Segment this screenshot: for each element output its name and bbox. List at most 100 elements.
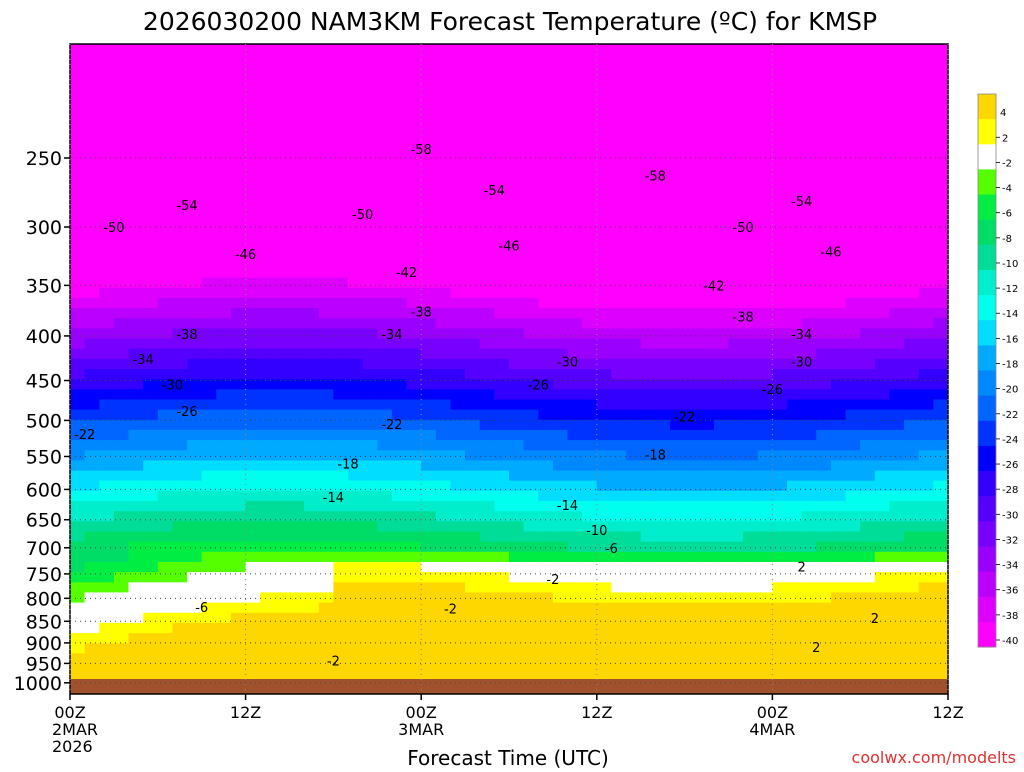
field-cell	[918, 165, 934, 177]
field-cell	[596, 318, 612, 329]
field-cell	[713, 135, 730, 147]
field-cell	[348, 389, 364, 401]
field-cell	[889, 572, 905, 583]
field-cell	[684, 562, 700, 573]
field-cell	[596, 155, 612, 167]
field-cell	[772, 64, 788, 76]
field-cell	[904, 562, 920, 573]
field-cell	[377, 115, 393, 126]
field-cell	[216, 440, 232, 451]
field-cell	[391, 389, 408, 401]
field-cell	[348, 247, 364, 258]
field-cell	[582, 176, 598, 187]
field-cell	[465, 369, 481, 380]
field-cell	[523, 460, 539, 472]
field-cell	[479, 429, 495, 441]
field-cell	[391, 440, 408, 451]
field-cell	[933, 176, 948, 187]
field-cell	[523, 206, 539, 218]
field-cell	[245, 257, 261, 269]
field-cell	[655, 440, 671, 451]
field-cell	[787, 216, 803, 228]
field-cell	[99, 643, 115, 654]
field-cell	[406, 237, 422, 248]
field-cell	[655, 409, 671, 421]
field-cell	[743, 440, 759, 451]
field-cell	[99, 582, 115, 594]
field-cell	[421, 196, 437, 208]
field-cell	[304, 186, 320, 197]
field-cell	[231, 84, 247, 96]
field-cell	[143, 115, 159, 126]
field-cell	[113, 419, 130, 431]
field-cell	[611, 562, 627, 573]
field-cell	[567, 470, 583, 482]
colorbar-label: -12	[1002, 284, 1018, 295]
field-cell	[596, 399, 612, 411]
field-cell	[362, 612, 378, 624]
field-cell	[830, 176, 847, 187]
field-cell	[274, 490, 291, 502]
field-cell	[128, 511, 144, 522]
field-cell	[757, 84, 773, 96]
field-cell	[933, 562, 948, 573]
field-cell	[582, 429, 598, 441]
field-cell	[143, 572, 159, 583]
y-tick-label: 750	[26, 564, 62, 586]
contour-label: -30	[557, 356, 578, 371]
field-cell	[713, 125, 730, 136]
field-cell	[757, 318, 773, 329]
field-cell	[538, 155, 554, 167]
field-cell	[143, 165, 159, 177]
field-cell	[904, 165, 920, 177]
field-cell	[318, 501, 334, 512]
field-cell	[289, 399, 305, 411]
field-cell	[479, 572, 495, 583]
field-cell	[128, 125, 144, 136]
field-cell	[626, 348, 642, 360]
field-cell	[465, 104, 481, 116]
field-cell	[816, 94, 832, 106]
field-cell	[567, 612, 583, 624]
field-cell	[362, 216, 378, 228]
field-cell	[640, 125, 656, 136]
field-cell	[713, 369, 730, 380]
field-cell	[231, 358, 247, 370]
field-cell	[567, 338, 583, 350]
contour-label: -42	[703, 279, 724, 294]
field-cell	[684, 247, 700, 258]
field-cell	[626, 247, 642, 258]
field-cell	[904, 135, 920, 147]
field-cell	[479, 155, 495, 167]
field-cell	[333, 54, 349, 65]
contour-label: -14	[557, 499, 578, 514]
field-cell	[655, 429, 671, 441]
field-cell	[187, 358, 203, 370]
field-cell	[743, 450, 759, 462]
field-cell	[904, 196, 920, 208]
field-cell	[699, 328, 715, 340]
field-cell	[816, 521, 832, 533]
field-cell	[479, 226, 495, 238]
field-cell	[391, 308, 408, 319]
field-cell	[99, 206, 115, 218]
field-cell	[187, 206, 203, 218]
field-cell	[362, 237, 378, 248]
field-cell	[743, 44, 759, 55]
field-cell	[391, 196, 408, 208]
field-cell	[128, 165, 144, 177]
field-cell	[743, 572, 759, 583]
field-cell	[201, 125, 217, 136]
field-cell	[699, 531, 715, 543]
field-cell	[626, 308, 642, 319]
field-cell	[787, 277, 803, 289]
field-cell	[406, 622, 422, 634]
field-cell	[889, 602, 905, 614]
field-cell	[113, 440, 130, 451]
field-cell	[143, 84, 159, 96]
field-cell	[99, 104, 115, 116]
field-cell	[787, 460, 803, 472]
field-cell	[421, 572, 437, 583]
field-cell	[391, 511, 408, 522]
field-cell	[874, 460, 890, 472]
